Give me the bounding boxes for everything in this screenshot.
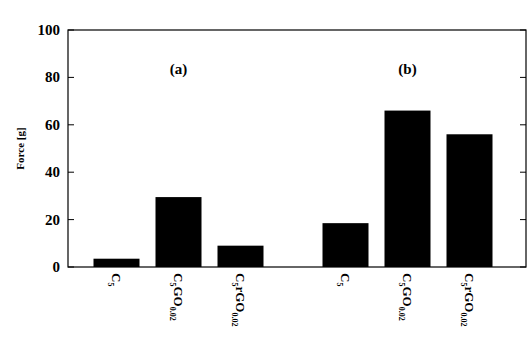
y-tick-label: 100 [38, 22, 61, 38]
x-tick-label: C5GO0.02 [168, 273, 186, 321]
bar [323, 223, 369, 267]
x-tick-label: C5rGO0.02 [230, 273, 248, 326]
bar [447, 134, 493, 267]
label-part: C [171, 273, 186, 282]
label-part: 0.02 [168, 307, 177, 321]
label-part: C [109, 273, 124, 282]
x-tick-label: C5 [106, 273, 124, 286]
label-part: C [233, 273, 248, 282]
y-tick-label: 60 [45, 117, 60, 133]
x-tick-label: C5GO0.02 [397, 273, 415, 321]
y-tick-label: 40 [45, 164, 60, 180]
bar [156, 197, 202, 267]
bar [94, 259, 140, 267]
label-part: rGO [462, 286, 477, 312]
y-tick-right [520, 172, 526, 173]
label-part: C [338, 273, 353, 282]
y-tick-label: 0 [53, 259, 61, 275]
group-label: (a) [170, 61, 188, 78]
bars [94, 111, 493, 267]
x-tick-label: C5rGO0.02 [459, 273, 477, 326]
y-tick-right [520, 77, 526, 78]
label-part: C [462, 273, 477, 282]
y-tick-right [520, 219, 526, 220]
bar [385, 111, 431, 267]
y-tick [68, 124, 74, 125]
plot-frame [68, 30, 526, 267]
label-part: 5 [106, 282, 115, 286]
y-axis-label: Force [g] [14, 127, 26, 169]
label-part: 0.02 [230, 312, 239, 326]
y-tick-label: 80 [45, 69, 60, 85]
bar [218, 246, 264, 267]
y-tick-right [520, 124, 526, 125]
label-part: rGO [233, 286, 248, 312]
y-tick [68, 219, 74, 220]
y-tick-label: 20 [45, 212, 60, 228]
group-label: (b) [398, 61, 416, 78]
label-part: 0.02 [459, 312, 468, 326]
x-tick-label: C5 [335, 273, 353, 286]
y-tick [68, 77, 74, 78]
y-tick [68, 172, 74, 173]
label-part: GO [400, 286, 415, 306]
label-part: 0.02 [397, 307, 406, 321]
label-part: 5 [335, 282, 344, 286]
label-part: C [400, 273, 415, 282]
label-part: GO [171, 286, 186, 306]
